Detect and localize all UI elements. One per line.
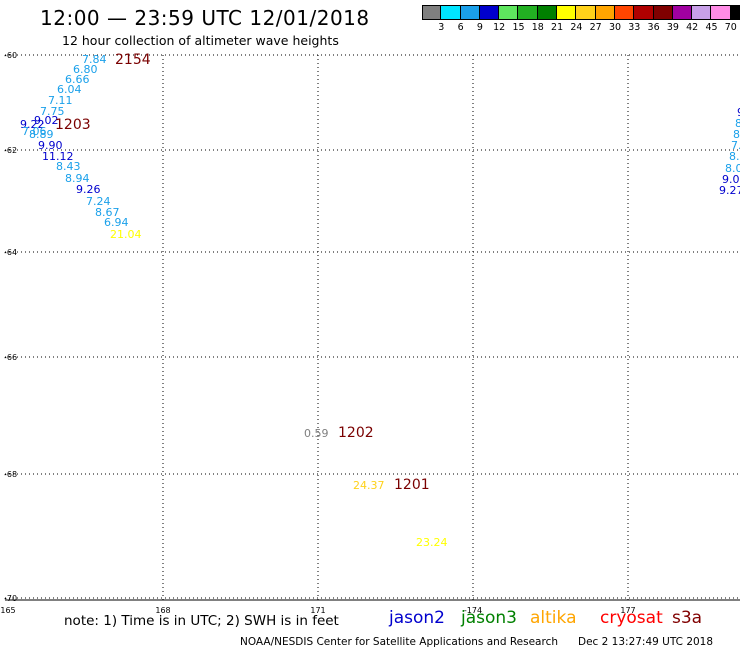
- colorbar-swatch: [441, 5, 461, 20]
- footnote: note: 1) Time is in UTC; 2) SWH is in fe…: [64, 613, 339, 629]
- wave-height-value: 0.59: [304, 427, 329, 440]
- colorbar-swatch: [672, 5, 693, 20]
- pass-time-label: 1202: [338, 425, 374, 441]
- colorbar-tick-label: 15: [512, 22, 525, 33]
- colorbar-tick-label: 36: [647, 22, 660, 33]
- wave-height-value: 7.75: [40, 105, 65, 118]
- wave-height-value: 9.26: [76, 183, 101, 196]
- latitude-labels: -60 -62 -64 -66 -68 -70: [4, 51, 17, 603]
- wave-height-value: 8.89: [29, 128, 54, 141]
- mission-jason3: jason3: [461, 608, 517, 628]
- colorbar-swatch: [576, 5, 596, 20]
- map-subtitle: 12 hour collection of altimeter wave hei…: [62, 33, 339, 48]
- longitude-label: 168: [155, 606, 170, 615]
- wave-height-value: 9.90: [38, 139, 63, 152]
- colorbar-tick-label: 30: [608, 22, 622, 33]
- wave-height-value: 8.94: [65, 172, 90, 185]
- map-title: 12:00 — 23:59 UTC 12/01/2018: [40, 6, 370, 30]
- wave-height-value: 8.43: [56, 160, 81, 173]
- wave-height-value: 7.11: [48, 94, 73, 107]
- wave-height-value: 6.80: [73, 63, 98, 76]
- wave-height-value: 9.22: [20, 118, 45, 131]
- wave-height-value: 7.06: [22, 125, 47, 138]
- colorbar-swatch: [653, 5, 673, 20]
- wave-height-value: 8: [733, 128, 740, 141]
- longitude-label: 171: [310, 606, 325, 615]
- mission-s3a: s3a: [672, 608, 703, 628]
- colorbar-swatch: [634, 5, 654, 20]
- wave-height-value: 7.24: [86, 195, 111, 208]
- graticule: [5, 54, 740, 601]
- wave-height-value: 6.66: [65, 73, 90, 86]
- longitude-labels: 165 168 171 -174 177: [0, 606, 635, 615]
- wave-height-value: 6.94: [104, 216, 129, 229]
- pass-time-label: 1201: [394, 477, 430, 493]
- latitude-label: -68: [4, 470, 17, 479]
- colorbar-tick-label: 24: [570, 22, 583, 33]
- wave-height-value: 8.67: [95, 206, 120, 219]
- pass-time-label: 2154: [115, 52, 151, 68]
- colorbar-tick-label: 9: [476, 22, 483, 33]
- colorbar-tick-label: 70: [724, 22, 737, 33]
- colorbar-swatch: [499, 5, 519, 20]
- longitude-label: 177: [620, 606, 635, 615]
- latitude-label: -66: [4, 353, 17, 362]
- wave-height-value: 8.8: [729, 150, 740, 163]
- wave-height-value: 8.0: [725, 162, 740, 175]
- latitude-label: -70: [4, 594, 17, 603]
- colorbar-swatch: [711, 5, 731, 20]
- colorbar-swatch: [537, 5, 558, 20]
- latitude-label: -60: [4, 51, 17, 60]
- wave-height-value: 9.27: [719, 184, 740, 197]
- colorbar-tick-label: 21: [551, 22, 564, 33]
- mission-jason2: jason2: [389, 608, 445, 628]
- colorbar-tick-label: 12: [493, 22, 506, 33]
- colorbar-tick-label: 45: [705, 22, 718, 33]
- colorbar-swatch: [479, 5, 500, 20]
- colorbar-swatch: [460, 5, 480, 20]
- colorbar-swatch: [730, 5, 740, 20]
- colorbar-swatch: [422, 5, 442, 20]
- wave-height-value: 11.12: [42, 150, 74, 163]
- credit-text: NOAA/NESDIS Center for Satellite Applica…: [240, 636, 558, 648]
- colorbar-tick-label: 18: [531, 22, 544, 33]
- colorbar-swatch: [518, 5, 538, 20]
- colorbar-tick-label: 3: [438, 22, 445, 33]
- wave-height-value: 8: [735, 117, 740, 130]
- colorbar-swatch: [595, 5, 615, 20]
- longitude-label: 165: [0, 606, 15, 615]
- mission-cryosat: cryosat: [600, 608, 663, 628]
- wave-height-value: 9.02: [34, 114, 59, 127]
- colorbar-swatch: [614, 5, 635, 20]
- colorbar-tick-label: 27: [589, 22, 602, 33]
- credit-line: NOAA/NESDIS Center for Satellite Applica…: [240, 636, 713, 648]
- wave-height-value: 21.04: [110, 228, 142, 241]
- wave-height-value: 9: [737, 106, 740, 119]
- longitude-label: -174: [464, 606, 482, 615]
- wave-height-value: 23.24: [416, 536, 448, 549]
- colorbar-tick-label: 39: [666, 22, 679, 33]
- latitude-label: -62: [4, 146, 17, 155]
- latitude-label: -64: [4, 248, 17, 257]
- wave-height-value: 24.37: [353, 479, 385, 492]
- mission-altika: altika: [530, 608, 577, 628]
- wave-height-value: 9.0: [722, 173, 740, 186]
- colorbar-swatch: [692, 5, 712, 20]
- colorbar-tick-label: 42: [686, 22, 699, 33]
- generated-timestamp: Dec 2 13:27:49 UTC 2018: [578, 636, 714, 648]
- wave-height-value: 7.: [731, 139, 740, 152]
- colorbar-tick-label: 6: [457, 22, 464, 33]
- colorbar-swatch: [557, 5, 577, 20]
- wave-height-value: 6.04: [57, 83, 82, 96]
- pass-time-labels: 2154 1203 1202 1201: [55, 52, 430, 493]
- pass-time-label: 1203: [55, 117, 91, 133]
- altimeter-observations: 7.846.806.666.047.117.759.029.227.068.89…: [20, 53, 740, 549]
- colorbar-tick-label: 33: [628, 22, 641, 33]
- wave-height-value: 7.84: [82, 53, 107, 66]
- wave-height-colorbar: [422, 5, 740, 20]
